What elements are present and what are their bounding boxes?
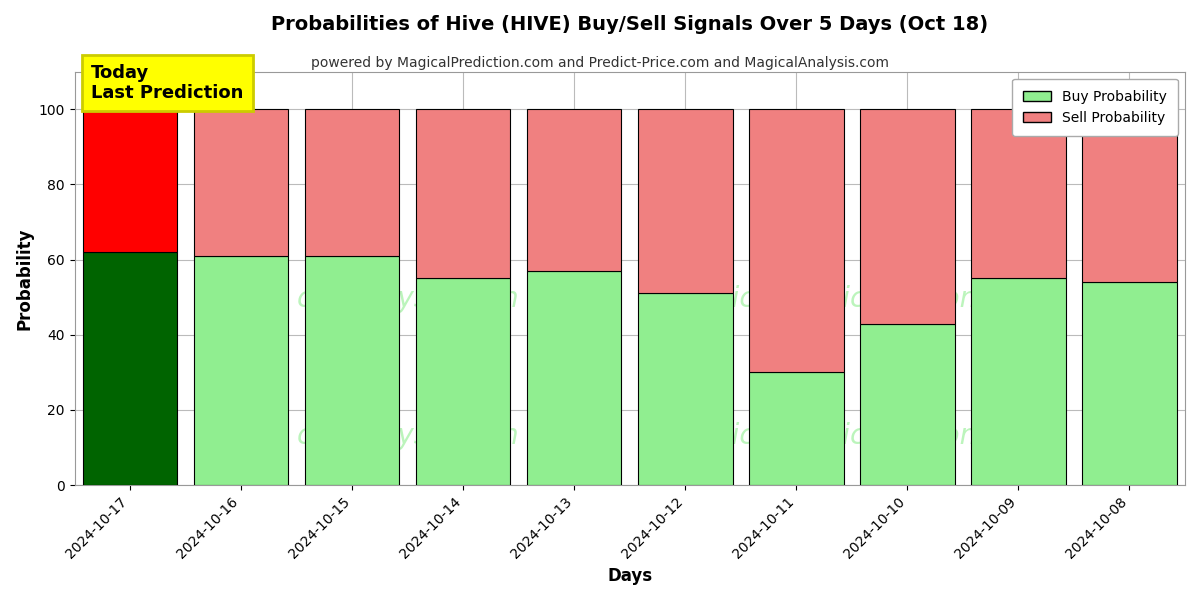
- Bar: [860, 323, 955, 485]
- X-axis label: Days: Days: [607, 567, 653, 585]
- Bar: [305, 109, 400, 256]
- Bar: [194, 109, 288, 256]
- Bar: [860, 109, 955, 323]
- Bar: [638, 293, 732, 485]
- Bar: [749, 109, 844, 373]
- Legend: Buy Probability, Sell Probability: Buy Probability, Sell Probability: [1012, 79, 1178, 136]
- Bar: [638, 109, 732, 293]
- Bar: [416, 109, 510, 278]
- Bar: [305, 256, 400, 485]
- Bar: [527, 109, 622, 271]
- Text: calAnalysis.com: calAnalysis.com: [296, 422, 520, 449]
- Y-axis label: Probability: Probability: [16, 227, 34, 329]
- Text: calAnalysis.com: calAnalysis.com: [296, 285, 520, 313]
- Bar: [83, 109, 178, 252]
- Bar: [194, 256, 288, 485]
- Bar: [1082, 282, 1177, 485]
- Bar: [416, 278, 510, 485]
- Bar: [971, 109, 1066, 278]
- Text: Today
Last Prediction: Today Last Prediction: [91, 64, 244, 103]
- Bar: [527, 271, 622, 485]
- Bar: [749, 373, 844, 485]
- Text: MagicalPrediction.com: MagicalPrediction.com: [673, 285, 986, 313]
- Bar: [971, 278, 1066, 485]
- Title: Probabilities of Hive (HIVE) Buy/Sell Signals Over 5 Days (Oct 18): Probabilities of Hive (HIVE) Buy/Sell Si…: [271, 15, 989, 34]
- Text: MagicalPrediction.com: MagicalPrediction.com: [673, 422, 986, 449]
- Bar: [83, 252, 178, 485]
- Text: powered by MagicalPrediction.com and Predict-Price.com and MagicalAnalysis.com: powered by MagicalPrediction.com and Pre…: [311, 56, 889, 70]
- Bar: [1082, 109, 1177, 282]
